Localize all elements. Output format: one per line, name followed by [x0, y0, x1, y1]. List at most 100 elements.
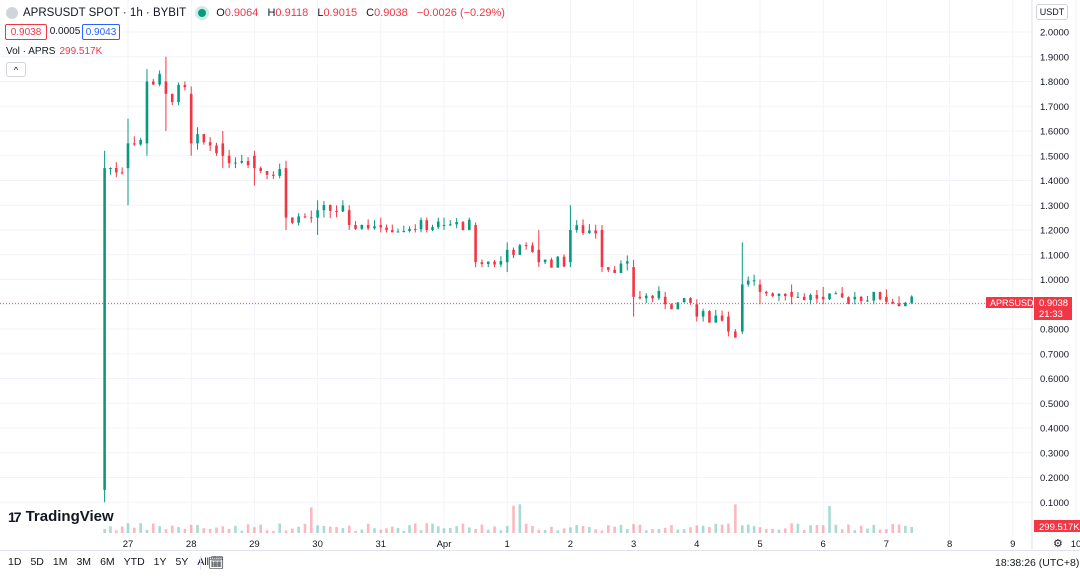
volume-bar — [151, 523, 155, 533]
candle-body — [480, 262, 484, 265]
candle-body — [720, 315, 724, 321]
volume-bar — [676, 529, 680, 533]
candle-body — [139, 139, 142, 145]
volume-bar — [619, 524, 623, 533]
candle-body — [625, 261, 629, 264]
candle-body — [322, 205, 326, 211]
volume-bar — [588, 527, 591, 533]
time-tick-label: 2 — [568, 539, 573, 550]
volume-label: Vol · APRS — [6, 46, 56, 57]
candle-body — [600, 230, 604, 268]
range-1y[interactable]: 1Y — [153, 556, 167, 568]
volume-bar — [272, 530, 275, 533]
candle-body — [272, 174, 275, 176]
volume-bar — [246, 524, 250, 533]
range-6m[interactable]: 6M — [100, 556, 115, 568]
candle-body — [103, 168, 106, 490]
volume-bar — [847, 524, 850, 533]
time-tick-label: 28 — [186, 539, 197, 550]
range-3m[interactable]: 3M — [76, 556, 92, 568]
open-value: 0.9064 — [224, 7, 259, 19]
symbol-title[interactable]: APRSUSDT SPOT · 1h · BYBIT — [23, 7, 187, 19]
candle-body — [771, 293, 774, 297]
candle-body — [746, 280, 750, 285]
range-all[interactable]: All — [197, 556, 210, 568]
candle-body — [701, 311, 705, 317]
candle-body — [145, 81, 149, 144]
volume-bar — [240, 530, 244, 533]
volume-bar — [512, 505, 515, 533]
candle-body — [872, 291, 876, 301]
volume-bar — [449, 527, 452, 533]
volume-bar — [183, 528, 187, 533]
candle-body — [467, 219, 471, 231]
volume-bar — [714, 523, 718, 533]
volume-bar — [360, 529, 364, 533]
range-5y[interactable]: 5Y — [175, 556, 189, 568]
volume-bar — [734, 504, 737, 533]
volume-bar — [474, 529, 477, 533]
volume-bar — [170, 525, 174, 533]
volume-bar — [834, 524, 838, 533]
volume-bar — [253, 527, 256, 533]
volume-bar — [708, 526, 711, 533]
axis-settings-gear-icon[interactable]: ⚙ — [1053, 538, 1063, 550]
volume-bar — [120, 526, 124, 533]
candle-body — [284, 168, 288, 218]
volume-bar — [600, 530, 604, 533]
candle-body — [109, 167, 112, 169]
candle-body — [878, 291, 882, 300]
range-5d[interactable]: 5D — [30, 556, 44, 568]
spread-value: 0.0005 — [49, 25, 81, 37]
volume-bar — [486, 529, 490, 533]
go-to-date-calendar-icon[interactable]: 🗓 — [208, 555, 225, 570]
volume-bar — [625, 529, 629, 533]
volume-bar — [208, 528, 212, 533]
volume-bar — [322, 525, 326, 533]
buy-price-button[interactable]: 0.9043 — [82, 24, 120, 40]
candle-body — [215, 145, 218, 154]
volume-bar — [177, 527, 180, 533]
candle-body — [115, 167, 118, 173]
candle-body — [189, 93, 193, 144]
volume-bar — [291, 528, 294, 533]
volume-bar — [562, 528, 566, 533]
volume-bar — [379, 529, 383, 533]
range-ytd[interactable]: YTD — [123, 556, 145, 568]
clock-timezone[interactable]: 18:38:26 (UTC+8) — [995, 557, 1080, 569]
candle-body — [379, 225, 383, 228]
candle-body — [752, 280, 756, 282]
tradingview-logo[interactable]: 17 TradingView — [8, 508, 114, 525]
time-tick-label: 9 — [1010, 539, 1015, 550]
volume-bar — [524, 523, 528, 533]
volume-bar — [126, 523, 130, 533]
time-tick-label: 7 — [884, 539, 889, 550]
collapse-legend-button[interactable]: ^ — [6, 62, 26, 77]
volume-bar — [556, 530, 560, 533]
sell-price-button[interactable]: 0.9038 — [5, 24, 47, 40]
time-tick-label: 4 — [694, 539, 699, 550]
candle-body — [840, 293, 844, 298]
candle-body — [360, 224, 364, 229]
time-tick-label: 5 — [757, 539, 762, 550]
candle-body — [657, 290, 661, 299]
time-tick-label: Apr — [437, 539, 452, 550]
volume-bar — [765, 528, 768, 533]
currency-selector[interactable]: USDT — [1036, 4, 1068, 20]
time-tick-label: 31 — [376, 539, 387, 550]
range-1m[interactable]: 1M — [52, 556, 68, 568]
candle-body — [676, 302, 680, 310]
candlestick-chart[interactable]: 2.0000 1.9000 1.8000 1.7000 1.6000 1.5000 1.40… — [0, 0, 1080, 550]
price-tick-label: 2.0000 — [1040, 28, 1069, 39]
candle-body — [828, 293, 831, 300]
candle-body — [328, 205, 332, 211]
range-1d[interactable]: 1D — [8, 556, 22, 568]
time-tick-label: 10 — [1071, 539, 1080, 550]
volume-bar — [878, 529, 882, 533]
candle-body — [689, 298, 692, 303]
volume-bar — [777, 529, 781, 533]
candle-body — [425, 220, 429, 231]
volume-bar — [741, 525, 744, 533]
price-tick-label: 1.0000 — [1040, 275, 1069, 286]
volume-bar — [366, 523, 370, 533]
